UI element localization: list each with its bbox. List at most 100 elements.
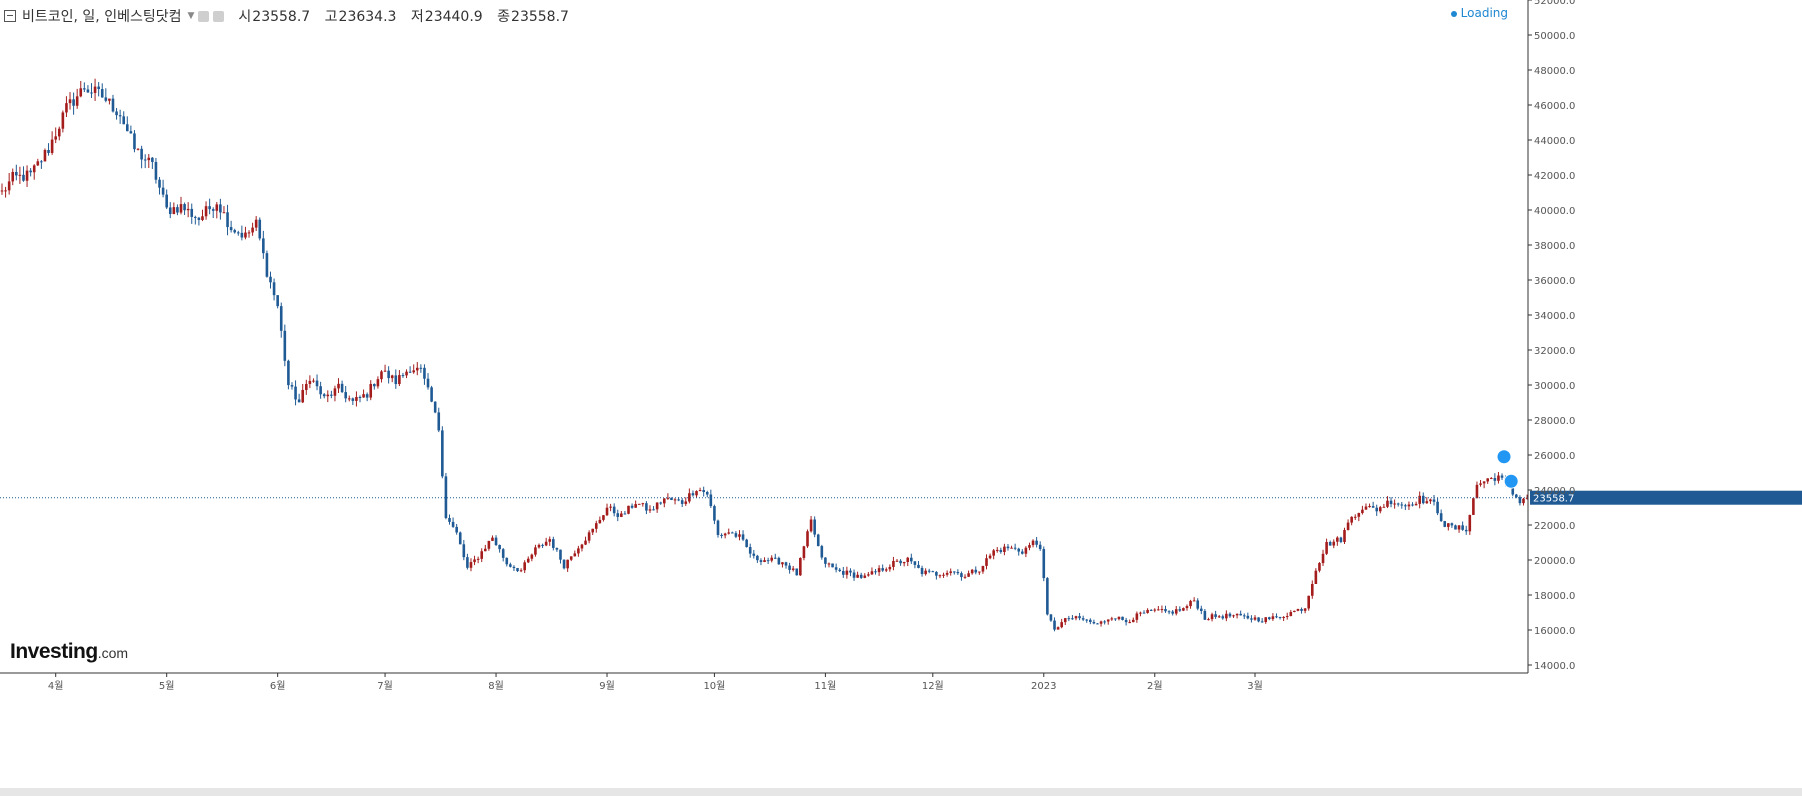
- candle-body: [1475, 484, 1479, 499]
- candle-body: [1464, 529, 1468, 532]
- candle-body: [892, 560, 895, 567]
- candle-body: [1207, 619, 1210, 621]
- candle-body: [773, 557, 777, 559]
- candle-body: [1525, 497, 1529, 499]
- y-tick-label: 38000.0: [1534, 241, 1575, 252]
- y-tick-label: 46000.0: [1534, 101, 1575, 112]
- candle-body: [469, 562, 473, 568]
- candle-body: [1353, 516, 1357, 518]
- current-price-tag-label: 23558.7: [1533, 494, 1574, 505]
- candle-body: [211, 209, 215, 211]
- candle-body: [154, 161, 158, 180]
- candle-body: [1121, 616, 1124, 620]
- event-marker-icon: [1496, 449, 1512, 465]
- candle-body: [834, 567, 838, 570]
- candle-body: [1321, 553, 1325, 564]
- candle-body: [1013, 547, 1017, 549]
- candle-body: [90, 92, 93, 94]
- candle-body: [734, 533, 738, 537]
- candle-body: [104, 97, 108, 101]
- candle-body: [279, 306, 283, 331]
- candle-body: [691, 493, 695, 496]
- candle-body: [344, 392, 347, 399]
- candle-body: [981, 565, 985, 572]
- candle-body: [884, 569, 888, 571]
- collapse-icon[interactable]: [4, 10, 16, 22]
- candle-body: [831, 563, 834, 568]
- candle-body: [47, 150, 50, 153]
- candle-body: [276, 295, 279, 307]
- candle-body: [1200, 608, 1203, 611]
- candle-body: [326, 394, 330, 397]
- candle-body: [1178, 609, 1182, 611]
- chevron-down-icon[interactable]: ▼: [187, 11, 195, 21]
- candle-body: [480, 551, 484, 559]
- candle-body: [534, 547, 537, 555]
- candle-body: [1146, 609, 1149, 613]
- candle-body: [1046, 578, 1049, 615]
- candle-body: [1307, 595, 1310, 609]
- symbol-label[interactable]: 비트코인, 일, 인베스팅닷컴: [22, 9, 182, 25]
- candle-body: [423, 367, 426, 379]
- candle-body: [870, 571, 874, 575]
- candle-body: [68, 99, 72, 104]
- candle-body: [333, 388, 337, 396]
- candle-body: [935, 571, 938, 576]
- y-tick-label: 48000.0: [1534, 66, 1575, 77]
- candle-body: [1264, 617, 1268, 622]
- candle-body: [1135, 613, 1139, 620]
- candle-body: [906, 557, 910, 562]
- candle-body: [140, 148, 143, 160]
- candle-body: [1268, 617, 1271, 620]
- candle-body: [75, 96, 79, 106]
- candle-body: [770, 557, 773, 561]
- candle-body: [942, 574, 945, 576]
- candle-body: [874, 571, 877, 573]
- candle-body: [494, 537, 498, 545]
- candle-body: [1060, 622, 1063, 628]
- candle-body: [219, 204, 222, 213]
- candle-body: [591, 528, 594, 533]
- candle-body: [179, 204, 183, 213]
- settings-icon[interactable]: [198, 10, 210, 22]
- candle-body: [455, 526, 458, 533]
- candle-body: [72, 99, 75, 106]
- candle-body: [86, 89, 90, 93]
- candle-body: [330, 394, 333, 396]
- candle-body: [720, 534, 723, 536]
- candle-body: [251, 227, 254, 233]
- candle-body: [151, 157, 154, 162]
- candle-body: [1472, 498, 1475, 515]
- candle-body: [358, 396, 362, 398]
- candle-body: [1454, 525, 1457, 530]
- candle-body: [1368, 506, 1371, 508]
- candle-body: [186, 208, 190, 211]
- candle-body: [1336, 537, 1339, 542]
- candle-body: [917, 564, 920, 568]
- candle-body: [297, 399, 301, 403]
- candle-body: [995, 549, 999, 551]
- candle-body: [544, 541, 548, 546]
- candle-body: [985, 558, 988, 566]
- candle-body: [1110, 618, 1114, 620]
- candle-body: [609, 506, 612, 508]
- candle-body: [1511, 487, 1515, 495]
- current-price-tag: [1530, 490, 1802, 505]
- candle-body: [36, 161, 40, 166]
- candle-body: [441, 430, 444, 477]
- candle-body: [566, 559, 569, 569]
- candle-body: [1078, 616, 1081, 619]
- candle-body: [992, 550, 995, 556]
- candle-body: [57, 128, 61, 137]
- close-icon[interactable]: [213, 10, 225, 22]
- candle-body: [509, 564, 512, 567]
- candle-body: [680, 500, 684, 504]
- candle-body: [1203, 610, 1207, 620]
- candle-body: [963, 576, 967, 578]
- candle-body: [1056, 627, 1060, 630]
- candle-body: [136, 148, 140, 150]
- candle-body: [852, 572, 856, 578]
- candle-body: [999, 549, 1003, 552]
